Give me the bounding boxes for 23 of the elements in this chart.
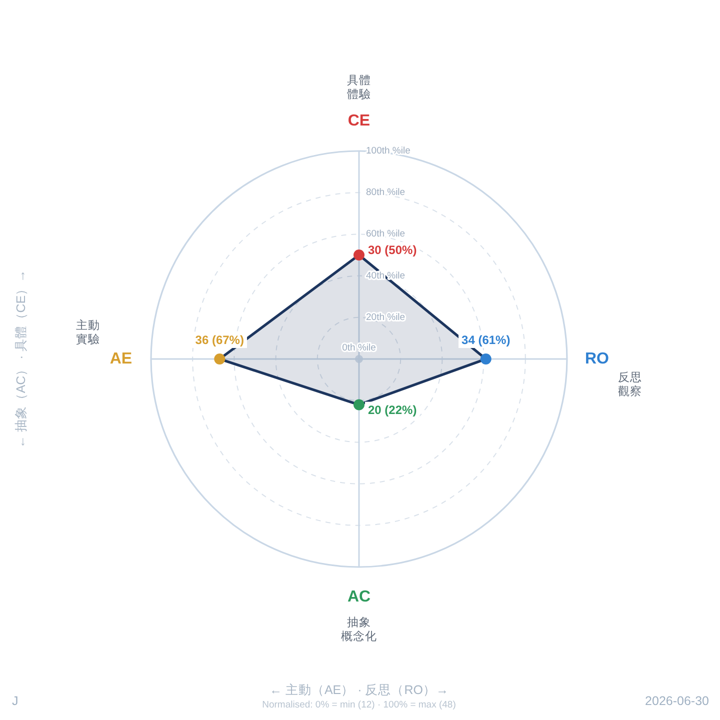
y-tick-label: 60th %ile <box>366 228 406 240</box>
text: 反思觀察 <box>618 372 642 398</box>
data-label: 34 (61%) <box>462 333 510 347</box>
spoke-label: AC <box>347 588 371 606</box>
y-tick-label: 100th %ile <box>366 146 410 156</box>
spoke-label: RO <box>585 350 609 368</box>
date: 2026-06-30 <box>645 694 709 708</box>
data-label: 36 (67%) <box>195 333 244 347</box>
text: ← 抽象（AC） · 具體（CE）→ <box>14 270 28 448</box>
text: 抽象概念化 <box>341 617 377 643</box>
y-tick-label: 80th %ile <box>366 187 406 198</box>
y-tick-label: 20th %ile <box>366 312 406 323</box>
text: 具體體驗 <box>347 75 371 101</box>
spoke-label: CE <box>348 112 370 130</box>
note: Normalised: 0% = min (12) · 100% = max (48) <box>262 700 456 710</box>
data-label: 30 (50%) <box>368 243 417 257</box>
text: ← 主動（AE） · 反思（RO）→ <box>269 682 449 697</box>
y-tick-label: 0th %ile <box>342 342 376 354</box>
corner-left: J <box>12 694 18 708</box>
data-label: 20 (22%) <box>368 402 417 417</box>
y-tick-label: 40th %ile <box>366 270 406 282</box>
spoke-label: AE <box>110 350 132 368</box>
text: 主動實驗 <box>76 320 100 346</box>
